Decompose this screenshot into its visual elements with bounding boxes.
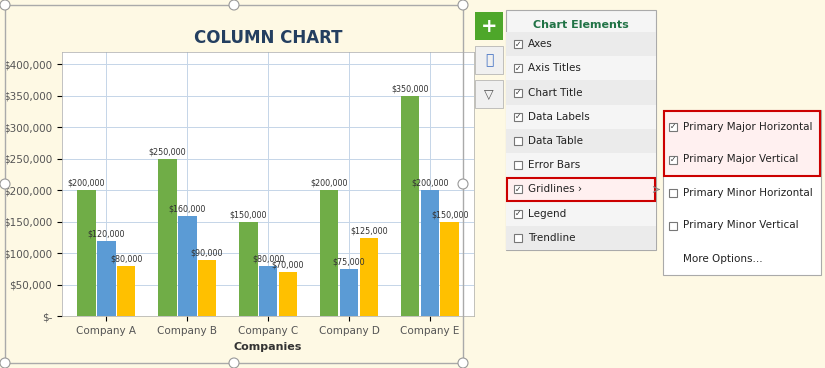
Text: Legend: Legend [528, 209, 566, 219]
Text: Chart Title: Chart Title [528, 88, 582, 98]
Bar [360, 238, 378, 316]
Text: $75,000: $75,000 [332, 258, 365, 267]
Bar [506, 81, 656, 105]
Bar [506, 129, 656, 153]
Bar [5, 5, 463, 363]
Bar [669, 188, 677, 197]
Bar [514, 161, 522, 169]
Text: ✓: ✓ [515, 88, 521, 97]
X-axis label: Companies: Companies [234, 342, 302, 352]
Circle shape [458, 0, 468, 10]
Bar [506, 226, 656, 250]
Text: Trendline: Trendline [528, 233, 576, 243]
Bar [117, 266, 135, 316]
Bar [421, 190, 439, 316]
Bar [664, 110, 820, 176]
Text: $250,000: $250,000 [148, 147, 186, 156]
Bar [97, 241, 116, 316]
Bar [475, 80, 503, 108]
Circle shape [229, 0, 239, 10]
Text: Data Table: Data Table [528, 136, 583, 146]
Text: ✓: ✓ [515, 40, 521, 49]
Text: ▽: ▽ [484, 88, 494, 100]
Bar [506, 105, 656, 129]
Text: $350,000: $350,000 [391, 84, 429, 93]
Bar [506, 202, 656, 226]
Bar [506, 10, 656, 250]
Circle shape [458, 358, 468, 368]
Bar [158, 159, 177, 316]
Text: Axes: Axes [528, 39, 553, 49]
Text: $200,000: $200,000 [310, 179, 348, 188]
Bar [514, 234, 522, 242]
Text: Axis Titles: Axis Titles [528, 63, 581, 73]
Text: $150,000: $150,000 [229, 210, 267, 219]
Text: Data Labels: Data Labels [528, 112, 590, 122]
Text: Primary Major Vertical: Primary Major Vertical [683, 155, 799, 164]
Circle shape [458, 179, 468, 189]
Text: $70,000: $70,000 [271, 261, 304, 270]
Text: $80,000: $80,000 [110, 255, 143, 263]
Bar [514, 64, 522, 72]
Bar [506, 56, 656, 81]
Text: $80,000: $80,000 [252, 255, 285, 263]
Bar [198, 260, 216, 316]
Text: $200,000: $200,000 [411, 179, 449, 188]
Circle shape [0, 179, 10, 189]
Bar [506, 153, 656, 177]
Bar [514, 185, 522, 194]
Bar [507, 178, 655, 201]
Bar [441, 222, 459, 316]
Text: $90,000: $90,000 [191, 248, 224, 257]
Text: $200,000: $200,000 [68, 179, 106, 188]
Bar [279, 272, 297, 316]
Text: Primary Minor Vertical: Primary Minor Vertical [683, 220, 799, 230]
Bar [669, 123, 677, 131]
Bar [514, 137, 522, 145]
Text: ✓: ✓ [670, 155, 676, 164]
Bar [178, 216, 196, 316]
Text: ✓: ✓ [515, 209, 521, 218]
Text: More Options...: More Options... [683, 254, 762, 263]
Bar [475, 12, 503, 40]
Text: $150,000: $150,000 [431, 210, 469, 219]
Bar [401, 96, 419, 316]
Bar [78, 190, 96, 316]
Circle shape [0, 358, 10, 368]
Bar [514, 40, 522, 48]
Bar [669, 156, 677, 163]
Bar [506, 32, 656, 56]
Bar [663, 110, 821, 275]
Bar [475, 46, 503, 74]
Bar [239, 222, 257, 316]
Bar [340, 269, 358, 316]
Bar [320, 190, 338, 316]
Bar [669, 222, 677, 230]
Bar [514, 113, 522, 121]
Text: ✓: ✓ [515, 185, 521, 194]
Text: 🖌: 🖌 [485, 53, 493, 67]
Circle shape [0, 0, 10, 10]
Text: Primary Major Horizontal: Primary Major Horizontal [683, 121, 813, 131]
Text: $160,000: $160,000 [168, 204, 206, 213]
Text: ✓: ✓ [670, 122, 676, 131]
Text: ✓: ✓ [515, 112, 521, 121]
Text: +: + [481, 17, 497, 35]
Circle shape [229, 358, 239, 368]
Bar [514, 89, 522, 96]
Text: $125,000: $125,000 [350, 226, 388, 235]
Text: Chart Elements: Chart Elements [533, 20, 629, 30]
Text: $120,000: $120,000 [87, 229, 125, 238]
Text: ✓: ✓ [515, 64, 521, 73]
Text: Gridlines ›: Gridlines › [528, 184, 582, 194]
Bar [259, 266, 277, 316]
Bar [514, 210, 522, 217]
Title: COLUMN CHART: COLUMN CHART [194, 29, 342, 47]
Text: Error Bars: Error Bars [528, 160, 580, 170]
Text: Primary Minor Horizontal: Primary Minor Horizontal [683, 188, 813, 198]
Bar [506, 177, 656, 202]
